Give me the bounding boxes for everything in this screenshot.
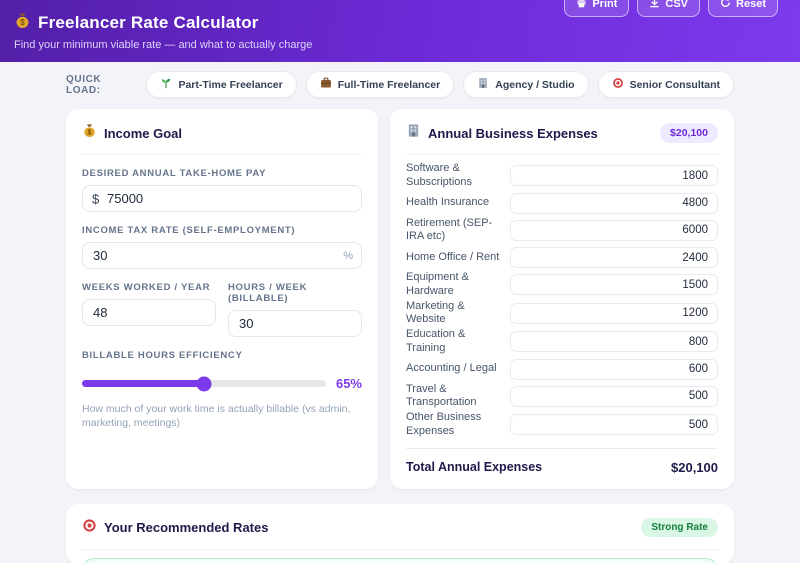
expense-label: Health Insurance — [406, 196, 490, 209]
svg-text:$: $ — [20, 18, 25, 27]
expenses-total-badge: $20,100 — [660, 123, 718, 143]
expense-row: Home Office / Rent — [406, 245, 718, 270]
expense-row: Accounting / Legal — [406, 357, 718, 382]
expense-input-equipment[interactable] — [510, 274, 718, 296]
weeks-input[interactable] — [82, 299, 216, 326]
efficiency-label: BILLABLE HOURS EFFICIENCY — [82, 350, 243, 361]
efficiency-slider[interactable] — [82, 376, 326, 391]
expense-input-software[interactable] — [510, 165, 718, 187]
expense-label: Equipment & Hardware — [406, 271, 469, 297]
expenses-title: Annual Business Expenses — [428, 125, 598, 141]
take-home-label: DESIRED ANNUAL TAKE-HOME PAY — [82, 168, 267, 179]
expense-label: Other Business Expenses — [406, 411, 482, 437]
preset-senior-consultant[interactable]: Senior Consultant — [597, 71, 734, 98]
expense-row: Travel & Transportation — [406, 383, 718, 411]
preset-label: Full-Time Freelancer — [337, 78, 441, 91]
expense-label: Marketing & Website — [406, 299, 465, 326]
seedling-icon — [160, 77, 172, 92]
expense-input-home-office[interactable] — [510, 247, 718, 268]
divider — [82, 154, 362, 155]
target-icon — [612, 77, 624, 92]
csv-download-button[interactable]: CSV — [637, 0, 701, 17]
expense-input-education[interactable] — [510, 331, 718, 353]
money-bag-icon: $ — [82, 123, 97, 143]
take-home-input[interactable] — [82, 185, 362, 212]
expense-label: Software & Subscriptions — [406, 162, 473, 188]
income-goal-title: Income Goal — [104, 125, 183, 141]
expense-row: Retirement (SEP-IRA etc) — [406, 217, 718, 245]
quick-load-row: QUICK LOAD: Part-Time Freelancer Full-Ti… — [66, 71, 734, 98]
reset-icon — [720, 0, 731, 11]
expense-label: Home Office / Rent — [406, 250, 500, 263]
expense-row: Other Business Expenses — [406, 411, 718, 439]
expense-input-accounting[interactable] — [510, 358, 718, 380]
csv-button-label: CSV — [665, 0, 689, 10]
expenses-card: Annual Business Expenses $20,100 Softwar… — [390, 109, 734, 489]
download-icon — [649, 0, 660, 11]
expense-row: Equipment & Hardware — [406, 271, 718, 299]
expense-rows: Software & Subscriptions Health Insuranc… — [406, 162, 718, 439]
expense-row: Marketing & Website — [406, 300, 718, 328]
expense-input-retirement[interactable] — [510, 219, 718, 241]
reset-button-label: Reset — [736, 0, 766, 10]
efficiency-slider-thumb[interactable] — [196, 376, 212, 391]
briefcase-icon — [320, 77, 332, 92]
preset-full-time-freelancer[interactable]: Full-Time Freelancer — [305, 71, 455, 98]
divider — [406, 154, 718, 155]
preset-part-time-freelancer[interactable]: Part-Time Freelancer — [146, 71, 297, 98]
total-label: Total Annual Expenses — [406, 460, 543, 474]
quick-load-label: QUICK LOAD: — [66, 73, 102, 96]
expense-input-marketing[interactable] — [510, 302, 718, 324]
preset-label: Agency / Studio — [495, 78, 575, 91]
total-row: Total Annual Expenses $20,100 — [406, 447, 718, 475]
building-icon — [406, 123, 421, 143]
expense-row: Software & Subscriptions — [406, 162, 718, 190]
money-bag-icon: $ — [14, 12, 31, 34]
preset-agency-studio[interactable]: Agency / Studio — [463, 71, 589, 98]
rate-strength-badge: Strong Rate — [641, 518, 718, 537]
total-value: $20,100 — [671, 459, 718, 475]
cards-grid: $ Income Goal DESIRED ANNUAL TAKE-HOME P… — [66, 109, 734, 489]
reset-button[interactable]: Reset — [708, 0, 778, 17]
building-icon — [477, 77, 489, 92]
preset-label: Senior Consultant — [629, 78, 720, 91]
expense-label: Accounting / Legal — [406, 362, 497, 375]
printer-icon — [576, 0, 587, 11]
print-button-label: Print — [592, 0, 618, 10]
efficiency-help-text: How much of your work time is actually b… — [82, 403, 351, 430]
hours-input[interactable] — [228, 310, 362, 337]
efficiency-value: 65% — [335, 376, 362, 391]
hours-label: HOURS / WEEK (BILLABLE) — [228, 282, 308, 304]
recommended-rates-card: Your Recommended Rates Strong Rate Your … — [66, 503, 734, 563]
efficiency-slider-fill — [82, 380, 204, 387]
expense-row: Education & Training — [406, 328, 718, 356]
app-header: $ Freelancer Rate Calculator Find your m… — [0, 0, 800, 62]
svg-text:$: $ — [88, 130, 92, 137]
expense-label: Travel & Transportation — [406, 382, 477, 409]
expense-label: Retirement (SEP-IRA etc) — [406, 216, 493, 243]
expense-input-other[interactable] — [510, 414, 718, 436]
expense-input-health-insurance[interactable] — [510, 192, 718, 214]
header-titles: $ Freelancer Rate Calculator Find your m… — [14, 0, 312, 62]
currency-prefix: $ — [92, 191, 100, 206]
rates-title: Your Recommended Rates — [104, 520, 269, 535]
income-goal-card: $ Income Goal DESIRED ANNUAL TAKE-HOME P… — [66, 109, 378, 489]
percent-suffix: % — [343, 249, 353, 262]
tax-rate-input[interactable] — [82, 242, 362, 269]
rate-callout: Your recommended rate gives you a health… — [82, 557, 718, 563]
weeks-label: WEEKS WORKED / YEAR — [82, 282, 211, 293]
page-title: Freelancer Rate Calculator — [38, 13, 259, 32]
print-button[interactable]: Print — [564, 0, 630, 17]
main-content: QUICK LOAD: Part-Time Freelancer Full-Ti… — [66, 62, 734, 563]
expense-label: Education & Training — [406, 328, 466, 354]
target-icon — [82, 518, 97, 538]
header-actions: Print CSV Reset — [564, 0, 778, 62]
preset-label: Part-Time Freelancer — [178, 78, 283, 91]
page-subtitle: Find your minimum viable rate — and what… — [14, 39, 313, 51]
expense-row: Health Insurance — [406, 191, 718, 216]
tax-rate-label: INCOME TAX RATE (SELF-EMPLOYMENT) — [82, 225, 296, 236]
expense-input-travel[interactable] — [510, 385, 718, 407]
divider — [82, 548, 718, 550]
